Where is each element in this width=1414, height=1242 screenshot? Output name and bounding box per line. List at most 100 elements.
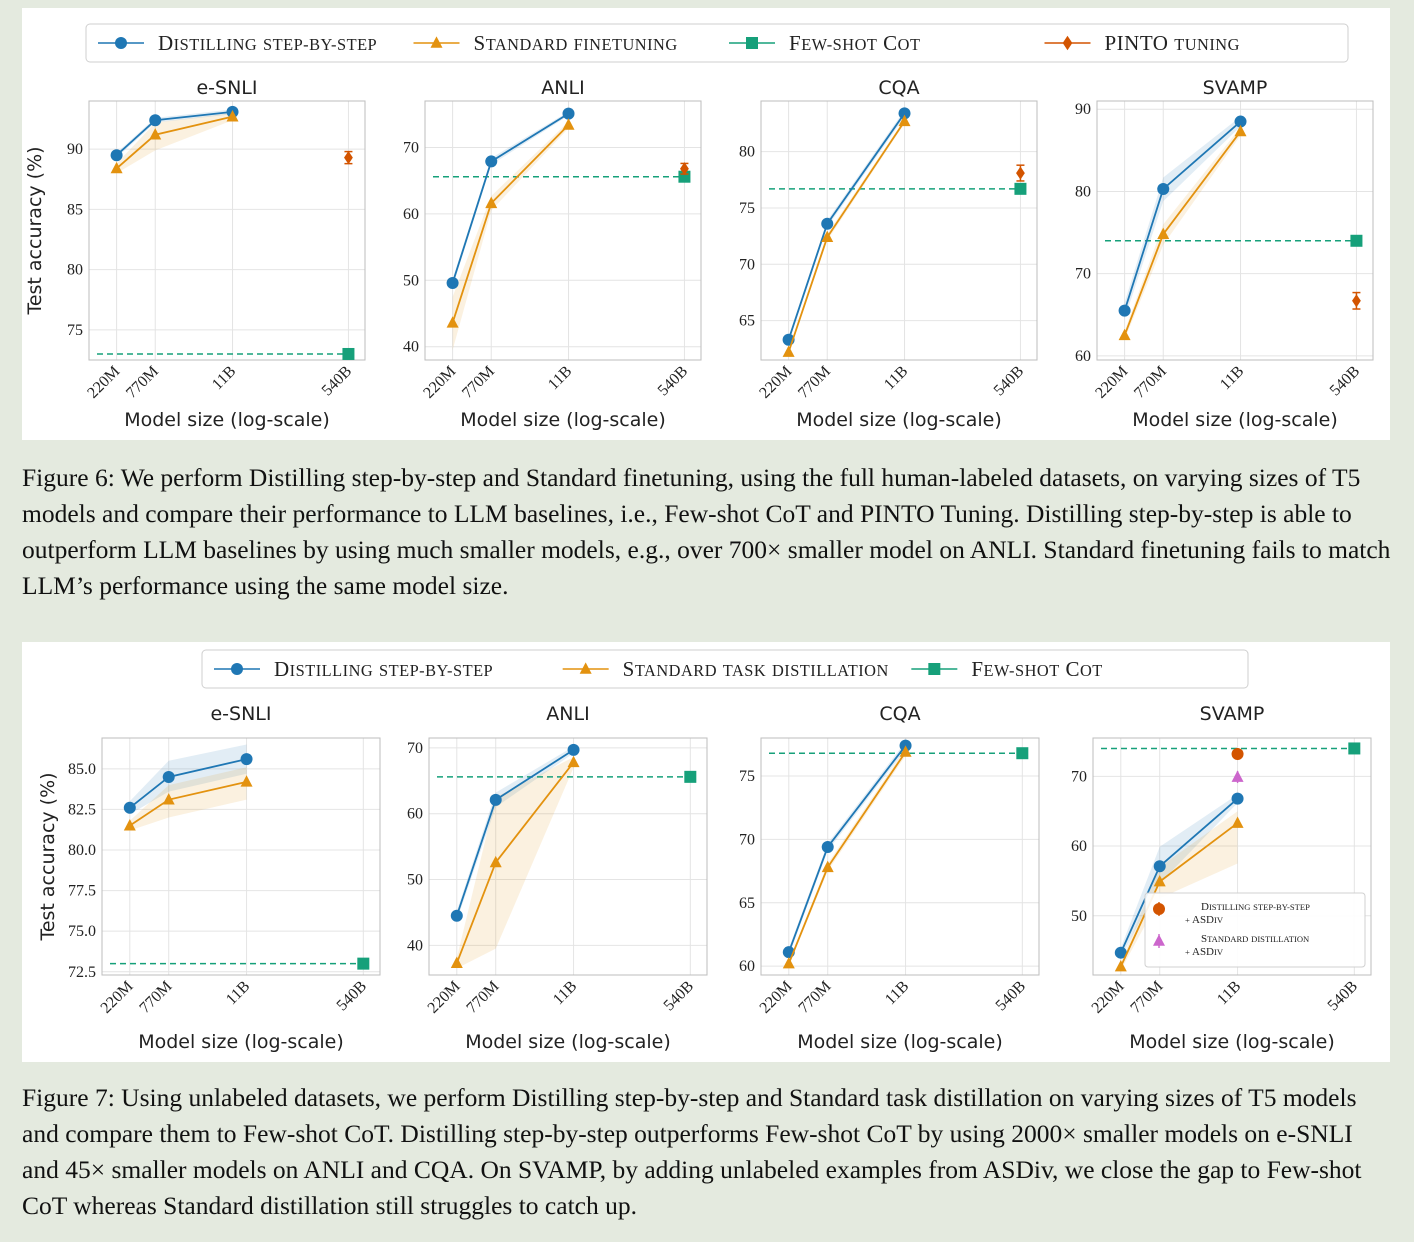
data-point-distill xyxy=(1231,792,1244,805)
subplot-title: SVAMP xyxy=(1200,703,1265,725)
x-tick-label: 540B xyxy=(655,363,692,400)
axes-frame xyxy=(1092,737,1372,976)
axes-frame xyxy=(88,100,366,361)
data-point-distill xyxy=(123,801,136,814)
pinto-marker xyxy=(344,151,353,165)
data-point-distill xyxy=(821,840,834,853)
legend-marker-distill xyxy=(231,663,243,675)
data-point-distill xyxy=(1114,946,1127,959)
x-tick-label: 540B xyxy=(991,363,1028,400)
x-axis-label: Model size (log-scale) xyxy=(460,409,666,431)
legend-marker-distill xyxy=(115,37,127,49)
band-distill xyxy=(456,746,574,921)
y-tick-label: 60 xyxy=(403,206,419,223)
legend-marker-pinto xyxy=(1062,35,1073,51)
x-axis-label: Model size (log-scale) xyxy=(124,409,330,431)
band-standard xyxy=(452,121,569,351)
subplot-title: e-SNLI xyxy=(196,77,257,99)
y-tick-label: 65 xyxy=(739,313,755,330)
fewshot-marker xyxy=(1348,742,1361,755)
y-tick-label: 80.0 xyxy=(68,842,96,859)
subplot-title: CQA xyxy=(878,77,919,99)
band-distill xyxy=(788,741,906,956)
figure-6-chart: DISTILLING STEP-BY-STEP STANDARD FINETUNI… xyxy=(24,23,1374,431)
x-tick-label: 11B xyxy=(882,978,912,1008)
data-point-standard xyxy=(1118,328,1131,341)
x-tick-label: 11B xyxy=(550,978,580,1008)
subplot-cqa: CQA 60 65 70 75 220M 770M 11B 540B Model size (lo… xyxy=(739,703,1040,1053)
x-tick-label: 11B xyxy=(545,363,575,393)
pinto-marker xyxy=(1016,166,1025,180)
legend: DISTILLING STEP-BY-STEP STANDARD TASK DIS… xyxy=(201,649,1249,689)
data-point-standard xyxy=(821,860,834,873)
band-standard xyxy=(788,748,906,967)
band-distill xyxy=(129,744,247,815)
figure-7-panel: DISTILLING STEP-BY-STEP STANDARD TASK DIS… xyxy=(22,642,1390,1062)
fewshot-marker xyxy=(1350,234,1363,247)
data-point-distill xyxy=(149,114,162,127)
data-point-distill xyxy=(450,909,463,922)
data-point-standard xyxy=(226,110,239,122)
x-tick-label: 770M xyxy=(795,363,834,402)
y-tick-label: 85 xyxy=(67,201,83,218)
y-tick-label: 80 xyxy=(1075,183,1091,200)
y-tick-label: 77.5 xyxy=(68,883,96,900)
extra-point-asdiv_std xyxy=(1231,770,1244,782)
axes-frame xyxy=(101,737,381,976)
x-tick-label: 770M xyxy=(459,363,498,402)
data-point-distill xyxy=(162,770,175,783)
data-point-distill xyxy=(567,743,580,756)
subplot-e-snli: e-SNLI 72.5 75.0 77.5 80.0 82.5 85.0 220M 770M 11… xyxy=(37,703,381,1053)
y-tick-label: 60 xyxy=(739,958,755,975)
x-axis-label: Model size (log-scale) xyxy=(797,1031,1003,1053)
subplot-title: CQA xyxy=(879,703,920,725)
x-tick-label: 770M xyxy=(463,978,502,1017)
data-point-distill xyxy=(446,276,459,289)
subplot-title: e-SNLI xyxy=(210,703,271,725)
x-tick-label: 770M xyxy=(795,978,834,1017)
y-tick-label: 40 xyxy=(407,937,423,954)
y-tick-label: 70 xyxy=(1075,266,1091,283)
legend-frame xyxy=(201,649,1249,689)
fewshot-marker xyxy=(684,770,697,783)
y-tick-label: 50 xyxy=(407,872,423,889)
band-standard xyxy=(1120,811,1238,971)
subplot-svamp: SVAMP 60 70 80 90 220M 770M 11B 540B Model size (… xyxy=(1075,77,1374,431)
fewshot-marker xyxy=(357,957,370,970)
legend-marker-standard xyxy=(430,36,443,48)
data-point-standard xyxy=(567,755,580,768)
inner-legend-label: STANDARD DISTILLATION xyxy=(1201,933,1309,945)
y-tick-label: 72.5 xyxy=(68,964,96,981)
series-line-standard xyxy=(451,124,570,324)
legend-label-pinto: PINTO TUNING xyxy=(1105,31,1240,55)
x-tick-label: 11B xyxy=(881,363,911,393)
y-tick-label: 85.0 xyxy=(68,761,96,778)
x-axis-label: Model size (log-scale) xyxy=(465,1031,671,1053)
legend-label-standard: STANDARD FINETUNING xyxy=(474,31,678,55)
data-point-standard xyxy=(485,196,498,209)
axes-frame xyxy=(1096,100,1374,361)
axes-frame xyxy=(428,737,708,976)
x-tick-label: 11B xyxy=(223,978,253,1008)
x-tick-label: 540B xyxy=(993,978,1030,1015)
y-tick-label: 75.0 xyxy=(68,923,96,940)
data-point-standard xyxy=(898,114,911,127)
legend: DISTILLING STEP-BY-STEP STANDARD FINETUNI… xyxy=(85,23,1349,63)
data-point-distill xyxy=(489,793,502,806)
subplot-anli: ANLI 40 50 60 70 220M 770M 11B 540B Model size (l… xyxy=(407,703,708,1053)
x-tick-label: 770M xyxy=(123,363,162,402)
fewshot-marker xyxy=(1016,747,1029,760)
legend-label-standard: STANDARD TASK DISTILLATION xyxy=(623,657,889,681)
y-tick-label: 70 xyxy=(739,256,755,273)
data-point-standard xyxy=(110,161,123,174)
data-point-distill xyxy=(1118,304,1131,317)
series-line-standard xyxy=(787,751,907,964)
x-tick-label: 220M xyxy=(757,978,796,1017)
data-point-standard xyxy=(446,316,459,328)
x-tick-label: 770M xyxy=(1131,363,1170,402)
pinto-marker xyxy=(680,162,689,176)
y-axis-label: Test accuracy (%) xyxy=(24,146,46,315)
data-point-distill xyxy=(485,155,498,168)
subplot-e-snli: e-SNLI 75 80 85 90 220M 770M 11B 540B Model size … xyxy=(24,77,366,431)
